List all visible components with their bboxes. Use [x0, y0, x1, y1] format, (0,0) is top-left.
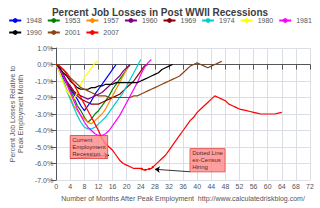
svg-text:52: 52 [236, 183, 244, 190]
svg-text:Peak Employment Month: Peak Employment Month [17, 75, 25, 153]
svg-text:1981: 1981 [296, 17, 312, 24]
svg-text:56: 56 [250, 183, 258, 190]
svg-text:0.0%: 0.0% [37, 61, 53, 68]
svg-text:32: 32 [165, 183, 173, 190]
svg-text:28: 28 [151, 183, 159, 190]
svg-text:-6.0%: -6.0% [35, 160, 53, 167]
svg-text:Dotted Line: Dotted Line [192, 150, 223, 156]
svg-text:40: 40 [193, 183, 201, 190]
svg-text:-2.0%: -2.0% [35, 94, 53, 101]
svg-text:44: 44 [207, 183, 215, 190]
svg-text:8: 8 [82, 183, 86, 190]
svg-text:20: 20 [123, 183, 131, 190]
svg-text:Employment: Employment [72, 144, 106, 150]
svg-text:-4.0%: -4.0% [35, 127, 53, 134]
svg-text:1960: 1960 [142, 17, 158, 24]
svg-text:-1.0%: -1.0% [35, 78, 53, 85]
svg-text:68: 68 [292, 183, 300, 190]
svg-text:4: 4 [68, 183, 72, 190]
svg-text:Hiring: Hiring [192, 164, 208, 170]
svg-text:-5.0%: -5.0% [35, 144, 53, 151]
svg-text:Percent Job Losses in Post WWI: Percent Job Losses in Post WWII Recessio… [52, 7, 269, 18]
svg-text:24: 24 [137, 183, 145, 190]
svg-text:36: 36 [179, 183, 187, 190]
svg-text:1953: 1953 [65, 17, 81, 24]
svg-text:1974: 1974 [219, 17, 235, 24]
svg-text:64: 64 [278, 183, 286, 190]
svg-text:ex-Census: ex-Census [192, 157, 221, 163]
svg-text:16: 16 [109, 183, 117, 190]
svg-text:1957: 1957 [103, 17, 119, 24]
svg-text:1980: 1980 [258, 17, 274, 24]
svg-text:Current: Current [72, 137, 92, 143]
svg-text:48: 48 [221, 183, 229, 190]
svg-text:-7.0%: -7.0% [35, 177, 53, 184]
svg-text:2007: 2007 [103, 29, 119, 36]
svg-text:1969: 1969 [181, 17, 197, 24]
svg-text:0: 0 [54, 183, 58, 190]
svg-text:-3.0%: -3.0% [35, 111, 53, 118]
svg-text:12: 12 [95, 183, 103, 190]
svg-text:Percent Job Losses Relative to: Percent Job Losses Relative to [9, 66, 16, 163]
svg-text:1948: 1948 [26, 17, 42, 24]
svg-text:1.0%: 1.0% [37, 45, 53, 52]
svg-text:72: 72 [306, 183, 314, 190]
svg-text:Recession: Recession [72, 151, 100, 157]
svg-text:60: 60 [264, 183, 272, 190]
svg-text:Number of Months After Peak Em: Number of Months After Peak Employment h… [61, 195, 305, 203]
svg-text:1990: 1990 [26, 29, 42, 36]
svg-text:2001: 2001 [65, 29, 81, 36]
